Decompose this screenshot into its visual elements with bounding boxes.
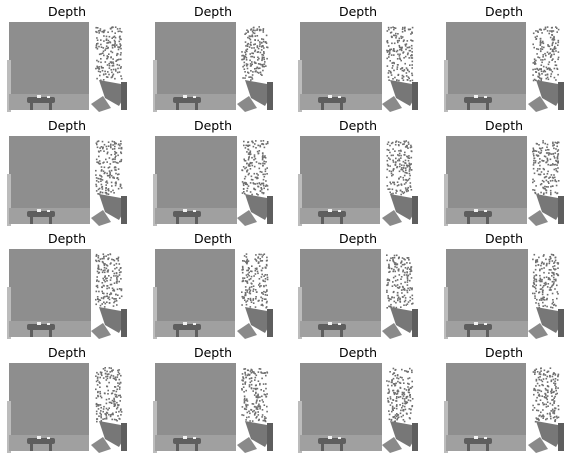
depth-map-image — [7, 249, 127, 339]
depth-map-image — [298, 22, 418, 112]
panel-title: Depth — [484, 231, 524, 246]
panel-title: Depth — [338, 118, 378, 133]
depth-panel: Depth — [298, 345, 418, 453]
panel-title: Depth — [47, 345, 87, 360]
depth-map-image — [444, 22, 564, 112]
depth-panel: Depth — [444, 345, 564, 453]
depth-panel: Depth — [444, 118, 564, 226]
depth-panel: Depth — [7, 4, 127, 112]
panel-title: Depth — [193, 345, 233, 360]
depth-map-image — [7, 136, 127, 226]
panel-title: Depth — [47, 118, 87, 133]
depth-map-image — [7, 22, 127, 112]
panel-title: Depth — [338, 231, 378, 246]
depth-panel: Depth — [153, 4, 273, 112]
depth-map-image — [153, 136, 273, 226]
depth-map-image — [153, 363, 273, 453]
panel-title: Depth — [338, 4, 378, 19]
panel-title: Depth — [193, 231, 233, 246]
depth-panel: Depth — [298, 4, 418, 112]
depth-map-image — [7, 363, 127, 453]
panel-title: Depth — [193, 118, 233, 133]
depth-map-image — [298, 363, 418, 453]
depth-map-image — [444, 136, 564, 226]
depth-map-image — [153, 22, 273, 112]
depth-panel: Depth — [7, 231, 127, 339]
panel-title: Depth — [47, 231, 87, 246]
depth-panel: Depth — [444, 231, 564, 339]
depth-panel: Depth — [153, 345, 273, 453]
depth-panel: Depth — [444, 4, 564, 112]
depth-panel: Depth — [298, 231, 418, 339]
panel-title: Depth — [47, 4, 87, 19]
depth-map-image — [153, 249, 273, 339]
depth-panel: Depth — [7, 345, 127, 453]
depth-map-image — [298, 136, 418, 226]
depth-panel: Depth — [7, 118, 127, 226]
panel-title: Depth — [484, 4, 524, 19]
panel-title: Depth — [484, 118, 524, 133]
panel-title: Depth — [193, 4, 233, 19]
depth-panel: Depth — [153, 231, 273, 339]
depth-panel: Depth — [298, 118, 418, 226]
depth-map-image — [444, 363, 564, 453]
depth-map-image — [298, 249, 418, 339]
depth-panel: Depth — [153, 118, 273, 226]
depth-map-image — [444, 249, 564, 339]
panel-title: Depth — [338, 345, 378, 360]
panel-title: Depth — [484, 345, 524, 360]
